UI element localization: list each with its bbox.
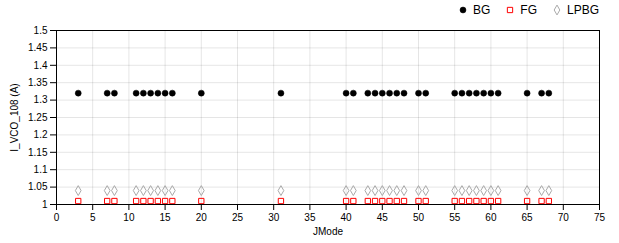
svg-text:1.2: 1.2 <box>34 129 48 140</box>
svg-text:1.3: 1.3 <box>34 94 48 105</box>
svg-text:1.15: 1.15 <box>28 147 48 158</box>
svg-text:75: 75 <box>594 212 606 223</box>
svg-text:55: 55 <box>449 212 461 223</box>
svg-text:60: 60 <box>485 212 497 223</box>
svg-text:30: 30 <box>268 212 280 223</box>
svg-text:0: 0 <box>54 212 60 223</box>
svg-text:1.5: 1.5 <box>34 25 48 36</box>
svg-text:JMode: JMode <box>313 226 343 237</box>
svg-text:25: 25 <box>232 212 244 223</box>
svg-text:65: 65 <box>522 212 534 223</box>
svg-text:1.4: 1.4 <box>34 60 48 71</box>
svg-text:70: 70 <box>558 212 570 223</box>
html-text:BG: BG <box>473 3 491 17</box>
svg-text:15: 15 <box>160 212 172 223</box>
svg-text:1.35: 1.35 <box>28 77 48 88</box>
html-text:LPBG: LPBG <box>567 3 599 17</box>
svg-text:20: 20 <box>196 212 208 223</box>
svg-text:I_VCO_108 (A): I_VCO_108 (A) <box>9 83 20 151</box>
html-text:FG: FG <box>520 3 537 17</box>
svg-text:35: 35 <box>304 212 316 223</box>
svg-text:1.25: 1.25 <box>28 112 48 123</box>
svg-text:1: 1 <box>42 199 48 210</box>
svg-text:1.45: 1.45 <box>28 42 48 53</box>
svg-text:45: 45 <box>377 212 389 223</box>
svg-text:50: 50 <box>413 212 425 223</box>
svg-text:5: 5 <box>90 212 96 223</box>
svg-text:10: 10 <box>123 212 135 223</box>
svg-text:1.05: 1.05 <box>28 181 48 192</box>
svg-text:40: 40 <box>341 212 353 223</box>
svg-text:1.1: 1.1 <box>34 164 48 175</box>
